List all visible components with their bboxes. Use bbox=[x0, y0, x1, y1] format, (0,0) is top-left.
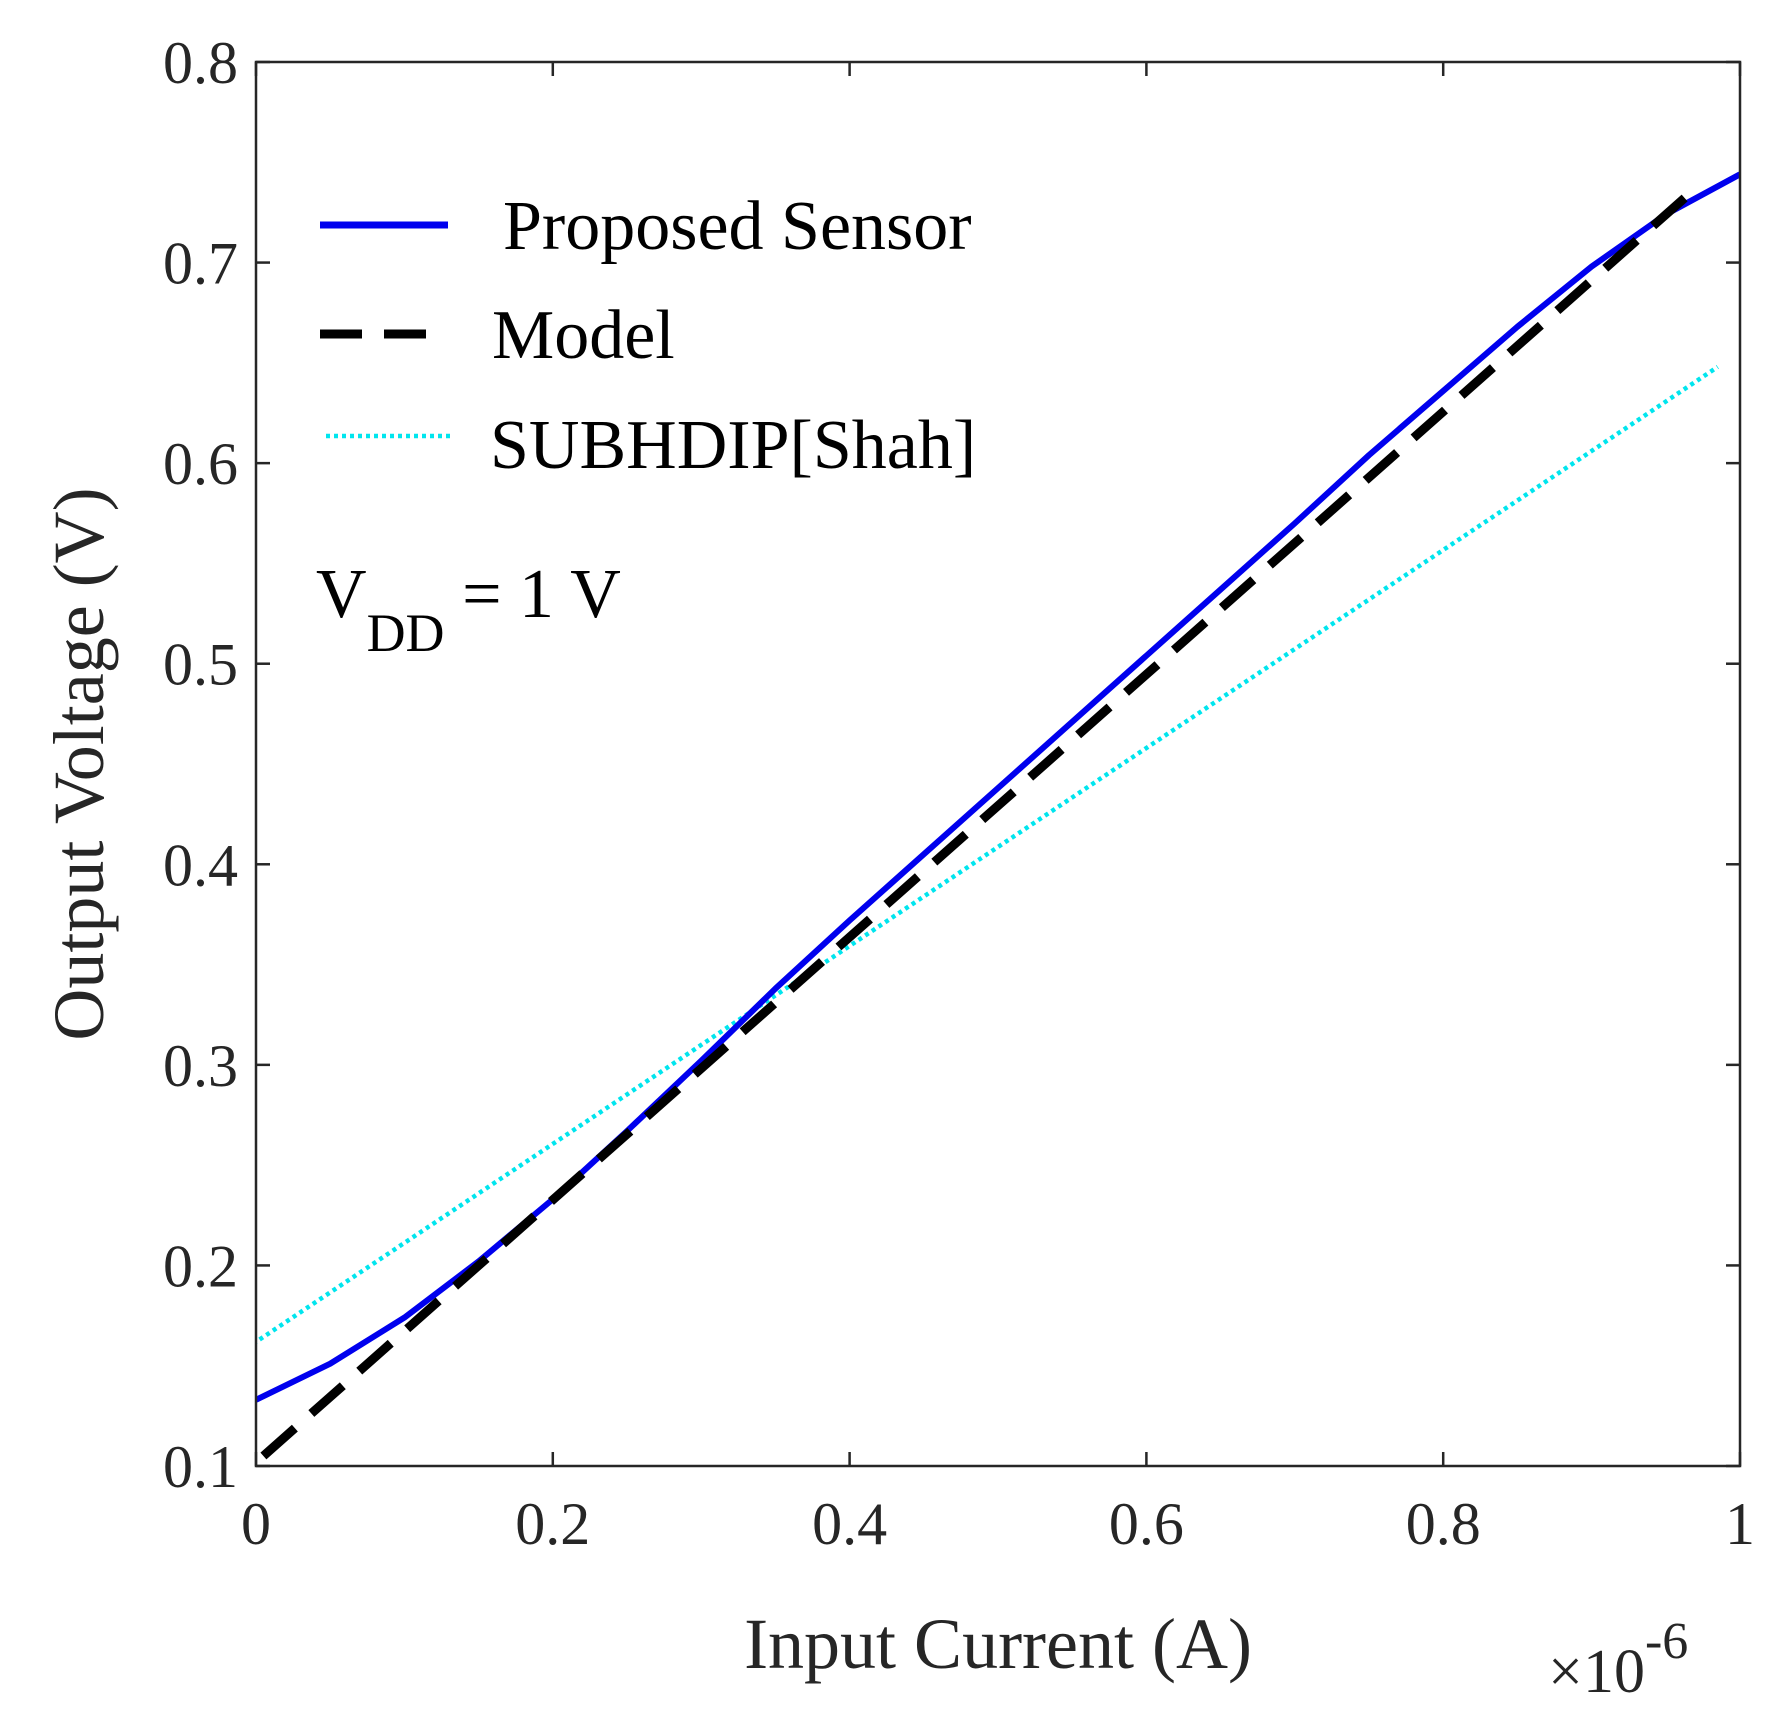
series-line-subhdip-shah bbox=[256, 364, 1719, 1345]
x-tick-label: 0.8 bbox=[1406, 1491, 1481, 1557]
x-axis-title: Input Current (A) bbox=[744, 1604, 1252, 1684]
x-axis-multiplier: ×10-6 bbox=[1548, 1613, 1688, 1706]
ticks-group: 0 0.2 0.4 0.6 0.8 1 0.1 0.2 0.3 0.4 0.5 0.6 0.7 0.8 bbox=[163, 30, 1755, 1557]
legend-label-proposed-sensor: Proposed Sensor bbox=[503, 188, 972, 265]
x-tick-label: 0 bbox=[241, 1491, 271, 1557]
legend-label-model: Model bbox=[492, 297, 675, 374]
x-axis-multiplier-exponent: -6 bbox=[1645, 1613, 1688, 1670]
legend: Proposed Sensor Model SUBHDIP[Shah] bbox=[320, 188, 976, 484]
y-tick-label: 0.7 bbox=[163, 231, 238, 297]
y-tick-label: 0.6 bbox=[163, 431, 238, 497]
y-tick-label: 0.8 bbox=[163, 30, 238, 96]
y-tick-label: 0.2 bbox=[163, 1233, 238, 1299]
x-tick-label: 0.2 bbox=[515, 1491, 590, 1557]
vdd-annotation: VDD = 1 V bbox=[316, 556, 621, 663]
vdd-annotation-rest: = 1 V bbox=[445, 556, 621, 633]
x-tick-label: 1 bbox=[1725, 1491, 1755, 1557]
y-tick-label: 0.5 bbox=[163, 632, 238, 698]
x-axis-multiplier-base: ×10 bbox=[1548, 1638, 1645, 1706]
vdd-annotation-main: V bbox=[316, 556, 367, 633]
y-tick-label: 0.1 bbox=[163, 1434, 238, 1500]
series-group bbox=[256, 171, 1740, 1460]
x-tick-label: 0.4 bbox=[812, 1491, 887, 1557]
y-tick-label: 0.4 bbox=[163, 832, 238, 898]
vdd-annotation-subscript: DD bbox=[367, 603, 445, 663]
legend-label-subhdip-shah: SUBHDIP[Shah] bbox=[490, 407, 976, 484]
y-tick-label: 0.3 bbox=[163, 1033, 238, 1099]
x-tick-label: 0.6 bbox=[1109, 1491, 1184, 1557]
y-axis-title: Output Voltage (V) bbox=[39, 487, 119, 1040]
plot-area-frame bbox=[254, 60, 1742, 1468]
